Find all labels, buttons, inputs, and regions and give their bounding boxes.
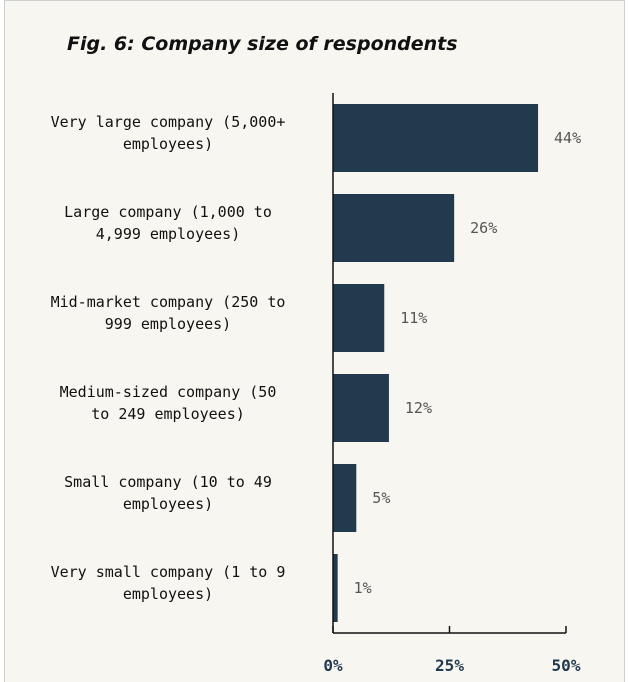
bar <box>333 554 338 622</box>
category-label: 999 employees) <box>105 315 231 333</box>
chart-title: Fig. 6: Company size of respondents <box>67 33 458 55</box>
category-label: Small company (10 to 49 <box>64 473 272 491</box>
x-tick-label: 0% <box>323 656 343 675</box>
data-label: 26% <box>470 219 497 237</box>
category-label: Very small company (1 to 9 <box>51 563 286 581</box>
category-label: Large company (1,000 to <box>64 203 272 221</box>
x-tick-label: 25% <box>435 656 464 675</box>
bar <box>333 194 455 262</box>
data-label: 44% <box>554 129 581 147</box>
bar <box>333 284 385 352</box>
data-label: 5% <box>372 489 390 507</box>
category-label: employees) <box>123 585 213 603</box>
category-label: 4,999 employees) <box>96 225 241 243</box>
data-label: 11% <box>400 309 427 327</box>
bar <box>333 464 357 532</box>
bar <box>333 374 389 442</box>
category-label: Very large company (5,000+ <box>51 113 286 131</box>
x-tick-label: 50% <box>552 656 581 675</box>
data-label: 12% <box>405 399 432 417</box>
category-label: Medium-sized company (50 <box>60 383 277 401</box>
category-label: employees) <box>123 135 213 153</box>
category-label: Mid-market company (250 to <box>51 293 286 311</box>
category-label: to 249 employees) <box>91 405 245 423</box>
data-label: 1% <box>354 579 372 597</box>
bar <box>333 104 539 172</box>
category-label: employees) <box>123 495 213 513</box>
